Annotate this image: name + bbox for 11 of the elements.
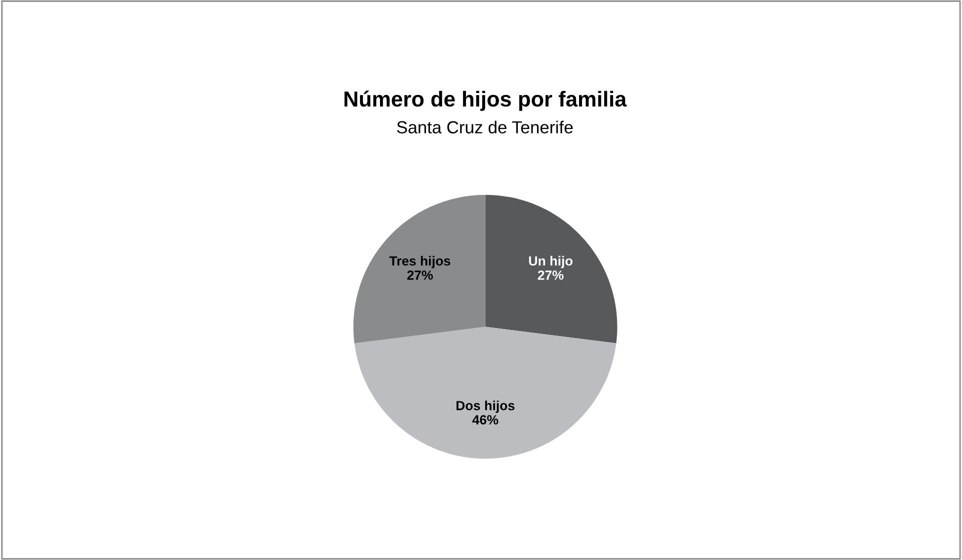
data-label: 27% xyxy=(407,270,433,280)
data-label: 27% xyxy=(538,270,564,280)
slice-label: Un hijo xyxy=(529,256,572,268)
data-label: 46% xyxy=(472,415,498,424)
slice-label: Tres hijos xyxy=(389,256,450,268)
chart-title: Número de hijos por familia xyxy=(344,90,627,111)
pie-slice xyxy=(485,194,618,344)
slice-label: Dos hijos xyxy=(456,400,514,413)
pie-slice xyxy=(354,326,616,459)
chart-subtitle: Santa Cruz de Tenerife xyxy=(397,120,573,134)
pie-slice xyxy=(353,194,486,344)
